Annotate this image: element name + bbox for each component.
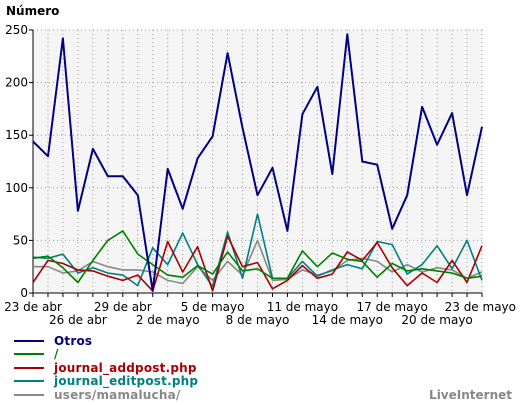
legend-swatch-journal-editpost — [14, 380, 44, 383]
series-line-root — [32, 230, 483, 284]
brand-watermark: LiveInternet — [429, 388, 512, 402]
series-line-users-mamalucha — [33, 239, 483, 285]
legend-item-journal-editpost: journal_editpost.php — [14, 374, 199, 389]
legend-swatch-journal-addpost — [14, 366, 44, 369]
series-line-journal-editpost-php — [32, 213, 483, 288]
y-tick-label: 150 — [5, 128, 28, 142]
legend: Otros / journal_addpost.php journal_edit… — [14, 334, 198, 402]
x-tick-label: 14 de mayo — [312, 313, 383, 327]
x-tick-label: 8 de mayo — [226, 313, 290, 327]
legend-item-journal-addpost: journal_addpost.php — [14, 361, 198, 375]
legend-item-users-mamalucha: users/mamalucha/ — [14, 388, 198, 402]
y-tick-label: 0 — [20, 286, 28, 300]
x-tick-label: 20 de mayo — [401, 313, 472, 327]
legend-label-users-mamalucha: users/mamalucha/ — [54, 387, 181, 402]
legend-swatch-users-mamalucha — [14, 393, 44, 396]
legend-item-root: / — [14, 347, 198, 362]
x-tick-label: 2 de mayo — [136, 313, 200, 327]
x-tick-label: 23 de abr — [4, 300, 62, 314]
y-tick-label: 200 — [5, 76, 28, 90]
legend-label-otros: Otros — [54, 333, 93, 348]
y-tick-label: 50 — [13, 233, 28, 247]
series-line-otros — [32, 33, 483, 292]
legend-swatch-root — [14, 353, 44, 356]
plot-background — [33, 30, 482, 293]
legend-item-otros: Otros — [14, 334, 198, 348]
x-tick-label: 11 de mayo — [267, 300, 338, 314]
legend-label-root: / — [54, 347, 59, 362]
x-tick-label: 17 de mayo — [357, 300, 428, 314]
legend-label-journal-editpost: journal_editpost.php — [54, 374, 199, 389]
plot-area: 0 50 100 150 200 250 23 de abr 29 de abr 5 de ma… — [4, 23, 516, 327]
y-tick-label: 100 — [5, 181, 28, 195]
legend-label-journal-addpost: journal_addpost.php — [54, 360, 197, 375]
y-tick-label: 250 — [5, 23, 28, 37]
x-tick-label: 26 de abr — [49, 313, 107, 327]
x-tick-label: 23 de mayo — [445, 300, 516, 314]
y-axis-title: Número — [6, 4, 60, 18]
legend-swatch-otros — [14, 339, 44, 342]
x-tick-label: 29 de abr — [94, 300, 152, 314]
series-line-journal-addpost-php — [32, 235, 483, 292]
x-tick-label: 5 de mayo — [181, 300, 245, 314]
